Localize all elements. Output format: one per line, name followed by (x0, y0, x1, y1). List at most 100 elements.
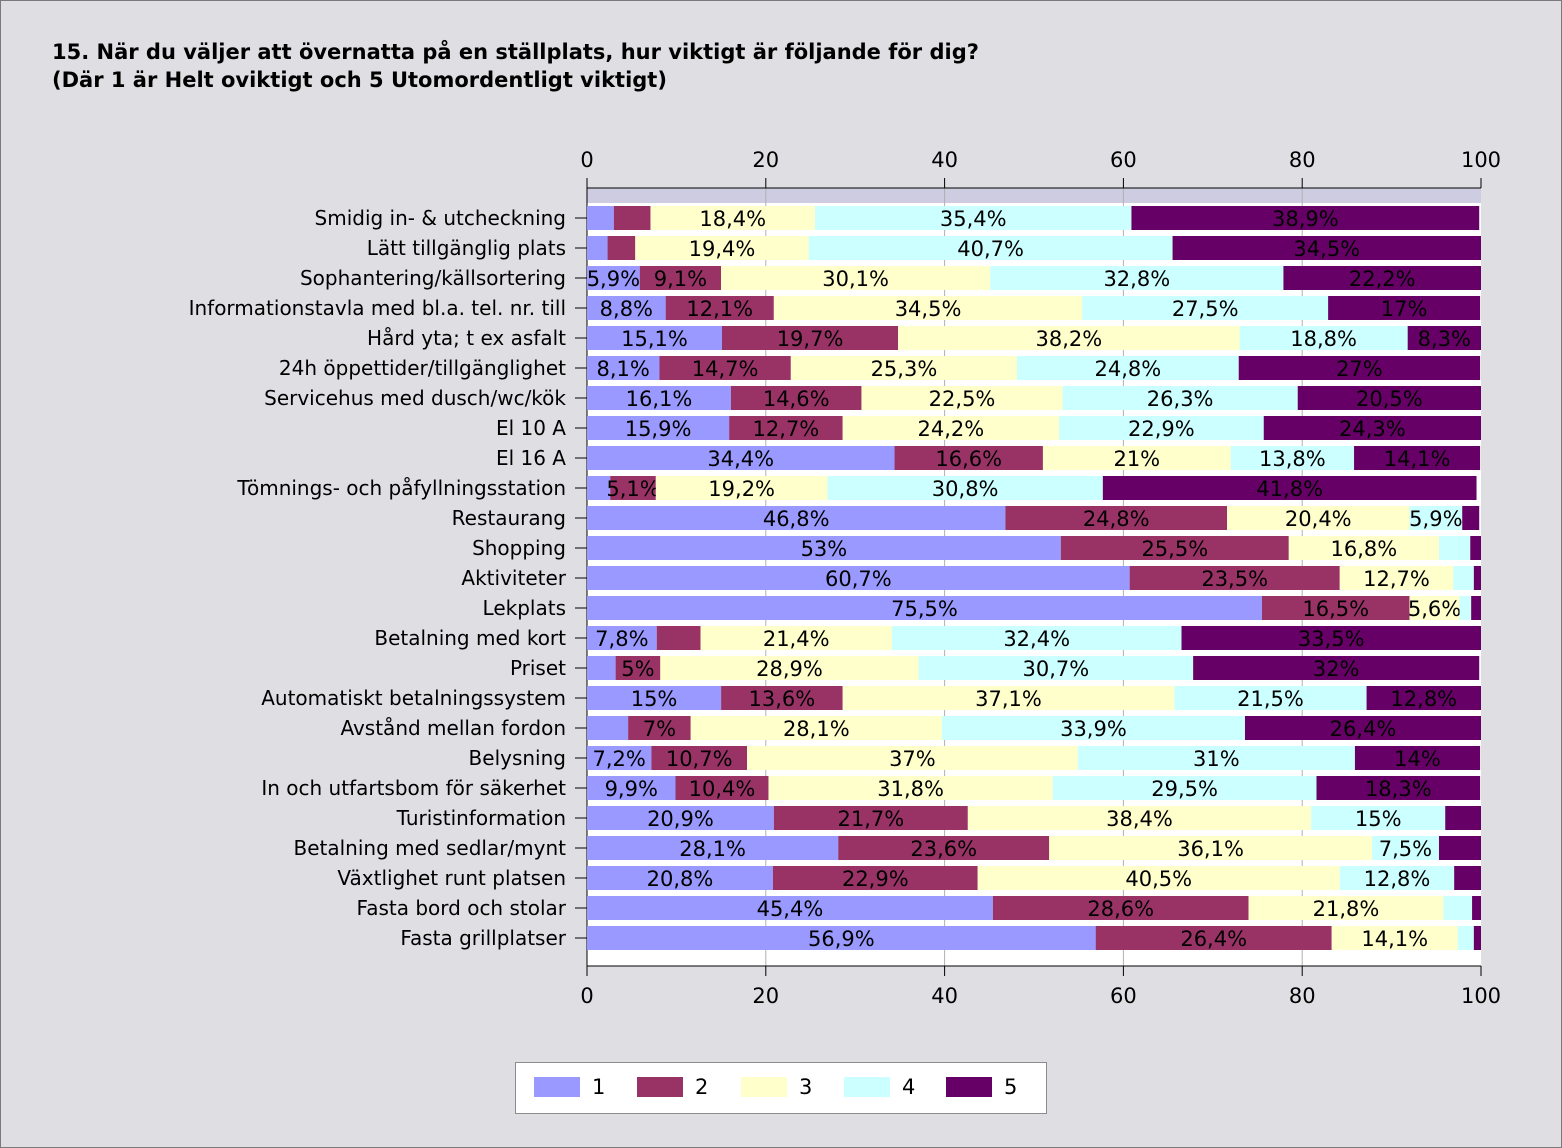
data-label: 14,6% (763, 387, 830, 411)
data-label: 25,3% (871, 357, 938, 381)
data-label: 23,6% (910, 837, 977, 861)
bar-segment (587, 266, 640, 290)
bar-segment (587, 416, 730, 440)
category-label: Servicehus med dusch/wc/kök (264, 386, 566, 410)
data-label: 75,5% (891, 597, 958, 621)
data-label: 16,5% (1302, 597, 1369, 621)
bar-segment (1331, 926, 1458, 950)
data-label: 15% (1355, 807, 1402, 831)
data-label: 24,2% (917, 417, 984, 441)
bar-segment (814, 206, 1132, 230)
legend-swatch-5 (946, 1077, 992, 1097)
data-label: 38,9% (1272, 207, 1339, 231)
bar-segment (842, 686, 1175, 710)
data-label: 21% (1113, 447, 1160, 471)
category-label: Hård yta; t ex asfalt (367, 326, 566, 350)
data-label: 22,5% (929, 387, 996, 411)
legend-label-4: 4 (902, 1075, 916, 1099)
data-label: 26,4% (1330, 717, 1397, 741)
data-label: 12,7% (1363, 567, 1430, 591)
bar-segment (1052, 776, 1317, 800)
tick-label-top-0: 0 (580, 148, 593, 172)
bar-segment (721, 266, 991, 290)
data-label: 5,9% (1409, 507, 1462, 531)
tick-label-top-40: 40 (931, 148, 958, 172)
bar-segment (1059, 416, 1264, 440)
category-label: Smidig in- & utcheckning (315, 206, 566, 230)
bar-segment (977, 866, 1340, 890)
bar-segment (650, 206, 815, 230)
bar-segment (1102, 476, 1477, 500)
tick-label-bottom-100: 100 (1461, 984, 1501, 1008)
data-label: 18,8% (1290, 327, 1357, 351)
data-label: 5,1% (606, 477, 659, 501)
data-label: 45,4% (757, 897, 824, 921)
category-label: Lekplats (483, 596, 566, 620)
data-label: 40,7% (957, 237, 1024, 261)
data-label: 29,5% (1151, 777, 1218, 801)
legend-swatch-1 (534, 1077, 580, 1097)
bar-segment (613, 206, 651, 230)
bar-segment (587, 386, 731, 410)
category-label: Aktiviteter (461, 566, 566, 590)
bar-segment (1409, 596, 1460, 620)
data-label: 27% (1336, 357, 1383, 381)
data-label: 12,8% (1390, 687, 1457, 711)
data-label: 16,6% (935, 447, 1002, 471)
bar-segment (1017, 356, 1239, 380)
category-label: Belysning (469, 746, 566, 770)
data-label: 40,5% (1125, 867, 1192, 891)
data-label: 32,8% (1103, 267, 1170, 291)
data-label: 19,4% (689, 237, 756, 261)
bar-segment (1473, 566, 1481, 590)
bar-segment (1328, 296, 1481, 320)
bar-segment (1263, 416, 1481, 440)
data-label: 7% (643, 717, 676, 741)
data-label: 12,7% (753, 417, 820, 441)
bar-segment (700, 626, 892, 650)
bar-segment (808, 236, 1173, 260)
bar-segment (1239, 326, 1408, 350)
tick-label-bottom-20: 20 (752, 984, 779, 1008)
data-label: 22,9% (1128, 417, 1195, 441)
bar-segment (1131, 206, 1480, 230)
bar-segment (1445, 806, 1481, 830)
bar-segment (772, 866, 978, 890)
category-label: Restaurang (452, 506, 566, 530)
data-label: 8,1% (597, 357, 650, 381)
plot-top-band (587, 188, 1481, 203)
data-label: 37% (889, 747, 936, 771)
bar-segment (891, 626, 1182, 650)
data-label: 34,4% (707, 447, 774, 471)
data-label: 21,5% (1237, 687, 1304, 711)
category-label: Betalning med sedlar/mynt (293, 836, 566, 860)
data-label: 22,2% (1349, 267, 1416, 291)
data-label: 28,1% (783, 717, 850, 741)
bar-segment (1082, 296, 1329, 320)
bar-segment (1462, 506, 1480, 530)
bar-segment (990, 266, 1284, 290)
stacked-bar-chart: 0 0 20 20 40 40 60 60 80 80 100 100 Smidig in- & utc… (189, 148, 1501, 1008)
data-label: 37,1% (975, 687, 1042, 711)
data-label: 24,8% (1083, 507, 1150, 531)
bar-segment (587, 926, 1096, 950)
data-label: 25,5% (1141, 537, 1208, 561)
category-label: Lätt tillgänglig plats (367, 236, 566, 260)
data-label: 26,3% (1147, 387, 1214, 411)
bar-segment (1181, 626, 1481, 650)
category-label: 24h öppettider/tillgänglighet (279, 356, 566, 380)
data-label: 13,6% (749, 687, 816, 711)
bar-segment (894, 446, 1043, 470)
bar-segment (660, 656, 919, 680)
data-label: 18,4% (699, 207, 766, 231)
bar-segment (1244, 716, 1481, 740)
chart-title-line-1: 15. När du väljer att övernatta på en st… (52, 40, 979, 64)
tick-label-bottom-40: 40 (931, 984, 958, 1008)
bar-segment (1288, 536, 1439, 560)
data-label: 27,5% (1172, 297, 1239, 321)
data-label: 7,8% (595, 627, 648, 651)
bar-segment (1297, 386, 1481, 410)
bar-segment (1227, 506, 1410, 530)
data-label: 24,8% (1095, 357, 1162, 381)
legend-label-2: 2 (695, 1075, 709, 1099)
